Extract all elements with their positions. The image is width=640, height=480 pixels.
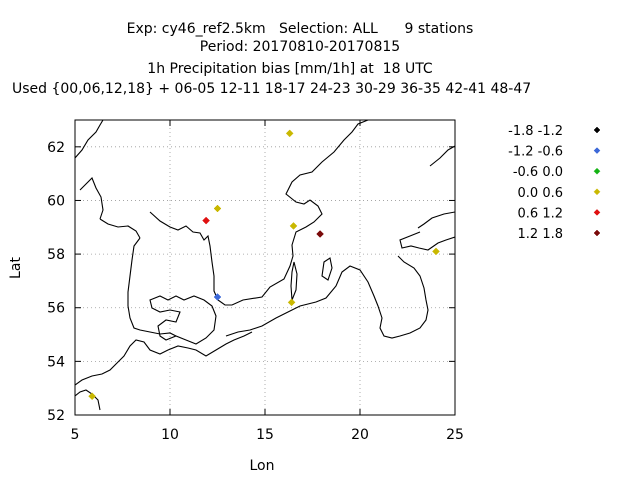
y-axis-label: Lat [8,257,24,279]
legend-marker [593,188,601,196]
x-tick-label: 5 [71,427,80,443]
coastline-map [75,120,455,411]
x-tick-label: 10 [161,427,179,443]
y-tick-label: 52 [47,408,65,424]
x-tick-label: 15 [256,427,274,443]
chart-title-line-3: 1h Precipitation bias [mm/1h] at 18 UTC [147,61,433,77]
legend-label: 1.2 1.8 [518,227,563,242]
y-tick-label: 58 [47,247,65,263]
legend-marker [593,229,601,237]
coast-netherlands [75,389,101,411]
chart-title-line-2: Period: 20170810-20170815 [199,39,401,55]
legend-marker [593,147,601,154]
chart-title-line-4: Used {00,06,12,18} + 06-05 12-11 18-17 2… [12,81,532,97]
legend-label: -0.6 0.0 [513,165,563,180]
grid-layer [75,120,455,415]
coast-gotland [321,257,333,281]
data-point [285,129,294,138]
y-tick-label: 62 [47,140,65,156]
legend-marker [593,167,601,175]
data-point [213,293,222,301]
y-tick-label: 54 [47,354,65,370]
legend-marker [593,126,601,134]
x-tick-label: 25 [446,427,464,443]
coast-oland [290,261,298,301]
coast-germany-poland [75,331,253,386]
legend: -1.8 -1.2 -1.2 -0.6 -0.6 0.0 0.0 0.6 0.6 1.2… [508,124,601,242]
axis-layer: 5 10 15 20 25 52 54 56 58 60 62 [47,119,464,443]
coast-baltic-east [225,231,455,339]
chart-title-line-1: Exp: cy46_ref2.5km Selection: ALL 9 stat… [126,21,474,37]
data-point [316,230,324,238]
legend-label: 0.0 0.6 [518,186,563,201]
data-point [213,204,222,213]
data-point [202,216,210,225]
legend-label: -1.2 -0.6 [508,145,563,160]
data-point [287,298,296,307]
data-point [432,247,440,256]
data-point [289,222,298,230]
coast-finland [417,145,455,229]
data-point [88,392,96,401]
coast-denmark [127,237,217,345]
legend-label: 0.6 1.2 [518,206,563,221]
x-tick-label: 20 [351,427,369,443]
coast-norway-sweden [75,120,369,306]
legend-marker [593,209,601,216]
y-tick-label: 56 [47,301,65,317]
legend-label: -1.8 -1.2 [508,124,563,139]
y-tick-label: 60 [47,193,65,209]
x-axis-label: Lon [250,458,275,474]
data-points [88,129,440,401]
